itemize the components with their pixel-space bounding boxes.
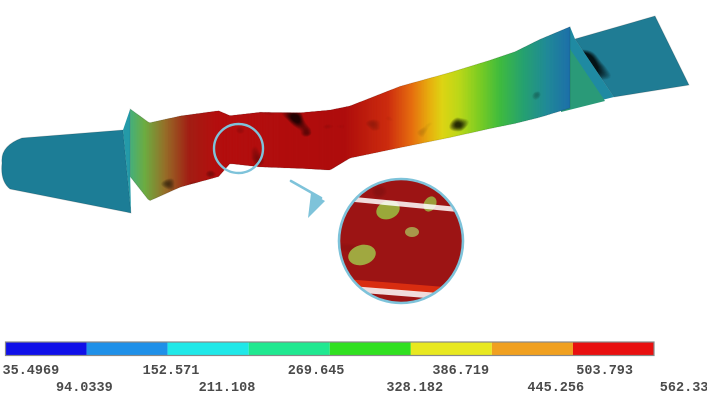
svg-text:94.0339: 94.0339 [56, 381, 113, 396]
svg-text:328.182: 328.182 [386, 381, 443, 396]
svg-text:152.571: 152.571 [143, 364, 200, 379]
svg-text:503.793: 503.793 [576, 364, 633, 379]
svg-text:445.256: 445.256 [527, 381, 584, 396]
svg-text:211.108: 211.108 [199, 381, 256, 396]
svg-text:386.719: 386.719 [432, 364, 489, 379]
svg-text:35.4969: 35.4969 [3, 364, 60, 379]
svg-text:562.33: 562.33 [660, 381, 707, 396]
svg-text:269.645: 269.645 [288, 364, 345, 379]
